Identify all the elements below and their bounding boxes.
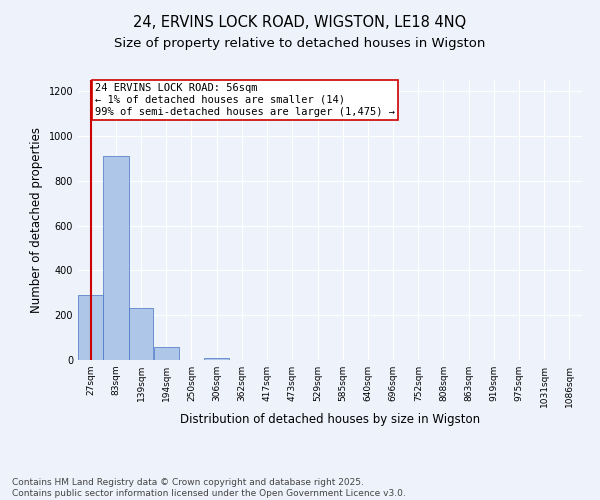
Bar [154,346,179,360]
Text: Size of property relative to detached houses in Wigston: Size of property relative to detached ho… [115,38,485,51]
Bar [103,156,128,360]
Bar [129,308,154,360]
Bar [78,295,103,360]
Y-axis label: Number of detached properties: Number of detached properties [30,127,43,313]
Text: 24 ERVINS LOCK ROAD: 56sqm
← 1% of detached houses are smaller (14)
99% of semi-: 24 ERVINS LOCK ROAD: 56sqm ← 1% of detac… [95,84,395,116]
Text: 24, ERVINS LOCK ROAD, WIGSTON, LE18 4NQ: 24, ERVINS LOCK ROAD, WIGSTON, LE18 4NQ [133,15,467,30]
X-axis label: Distribution of detached houses by size in Wigston: Distribution of detached houses by size … [180,412,480,426]
Bar [204,358,229,360]
Text: Contains HM Land Registry data © Crown copyright and database right 2025.
Contai: Contains HM Land Registry data © Crown c… [12,478,406,498]
